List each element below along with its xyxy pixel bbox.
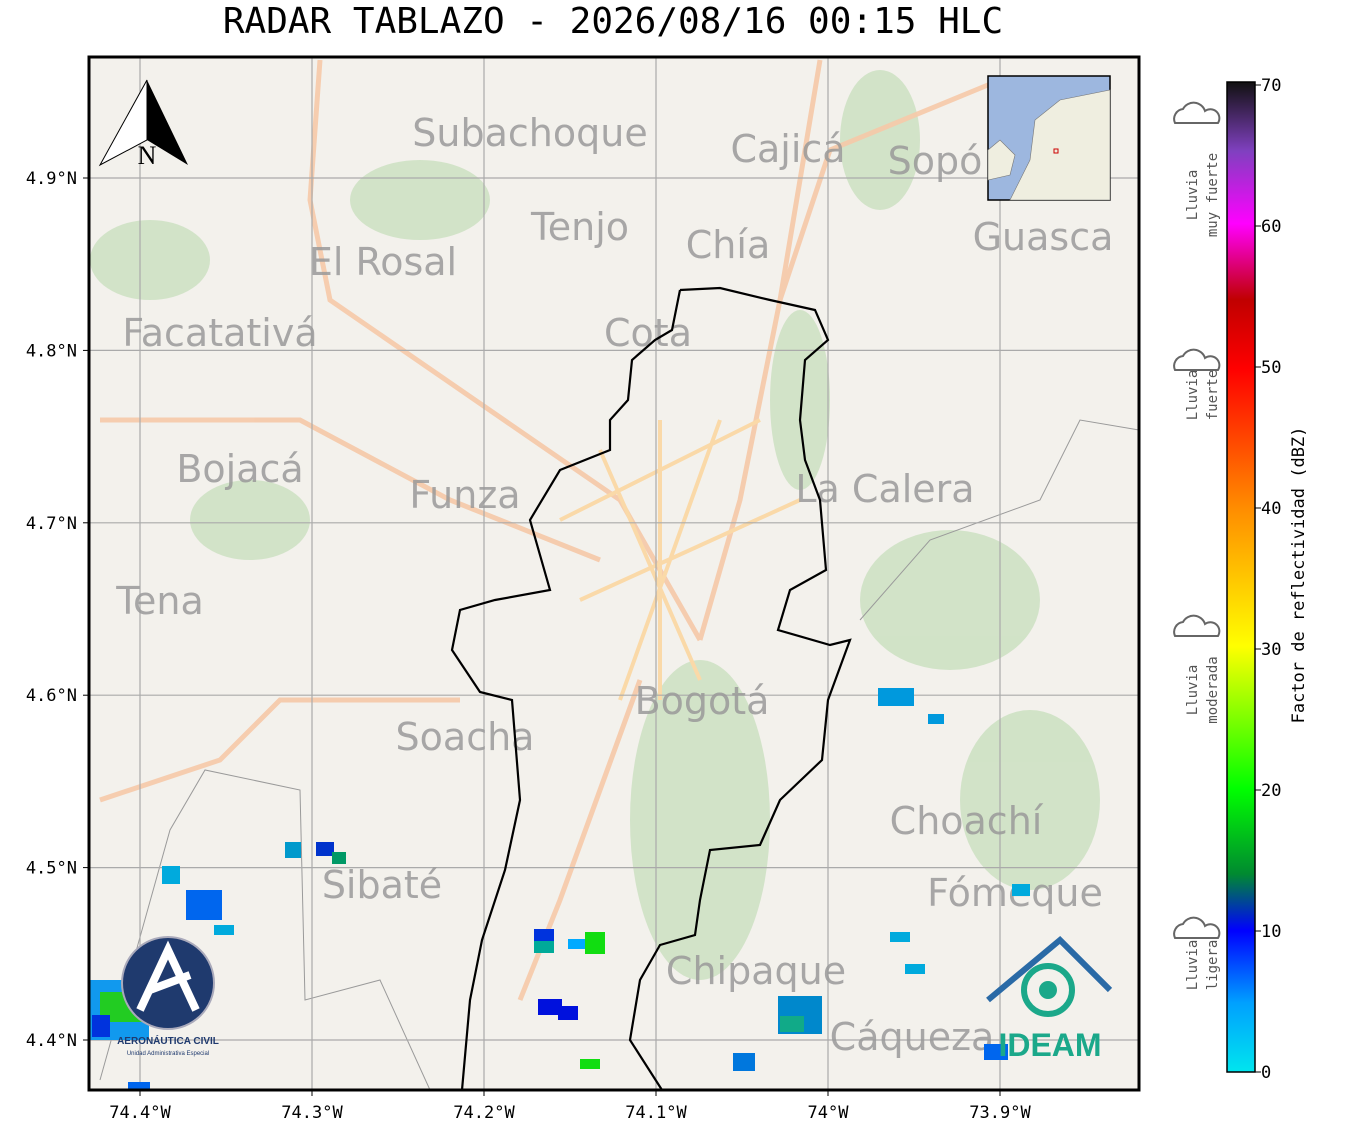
- ideam-label: IDEAM: [998, 1027, 1101, 1063]
- place-label: Cota: [604, 311, 692, 355]
- cloud-icon: [1173, 614, 1221, 637]
- lat-tick-label: 4.8°N: [26, 341, 77, 361]
- cloud-icon: [1173, 348, 1221, 371]
- title: RADAR TABLAZO - 2026/08/16 00:15 HLC: [223, 1, 1003, 42]
- place-label: Funza: [409, 473, 520, 517]
- place-label: Guasca: [973, 215, 1114, 259]
- place-label: Cajicá: [730, 127, 845, 171]
- lon-tick-label: 74.2°W: [453, 1103, 515, 1123]
- rain-category: muy fuerte: [1205, 153, 1221, 237]
- place-label: Chía: [686, 223, 770, 267]
- place-label: Chipaque: [666, 949, 846, 993]
- place-label: Bojacá: [176, 447, 303, 491]
- colorbar-tick-label: 10: [1261, 922, 1281, 942]
- place-label: Cáqueza: [830, 1015, 995, 1059]
- lat-tick-label: 4.4°N: [26, 1031, 77, 1051]
- place-label: Tenjo: [530, 205, 629, 249]
- colorbar-tick-label: 50: [1261, 358, 1281, 378]
- place-label: El Rosal: [309, 240, 457, 284]
- lat-tick-label: 4.5°N: [26, 859, 77, 879]
- aerocivil-logo: AERONÁUTICA CIVIL Unidad Administrativa …: [117, 936, 219, 1057]
- colorbar-tick-label: 0: [1261, 1063, 1271, 1083]
- rain-category: Lluvia: [1185, 665, 1201, 716]
- place-label: Facatativá: [122, 311, 317, 355]
- rain-category: moderada: [1205, 656, 1221, 723]
- rain-category: Lluvia: [1185, 370, 1201, 421]
- cloud-icon: [1173, 101, 1221, 124]
- colorbar-label: Factor de reflectividad (dBZ): [1289, 427, 1309, 724]
- rain-category: Lluvia: [1185, 940, 1201, 991]
- colorbar-tick-label: 70: [1261, 76, 1281, 96]
- colorbar: [1226, 81, 1256, 1073]
- lon-tick-label: 74.3°W: [281, 1103, 343, 1123]
- ideam-logo: IDEAM: [986, 935, 1113, 1063]
- colorbar-tick-label: 40: [1261, 499, 1281, 519]
- place-label: La Calera: [795, 467, 974, 511]
- lat-tick-label: 4.7°N: [26, 514, 77, 534]
- place-label: Subachoque: [412, 111, 647, 155]
- basemap: Subachoque Cajicá Sopó Tenjo Chía Guasca El Ro…: [89, 57, 1139, 1090]
- colorbar-tick-label: 20: [1261, 781, 1281, 801]
- colorbar-tick-label: 30: [1261, 640, 1281, 660]
- place-label: Sibaté: [322, 863, 442, 907]
- place-label: Sopó: [888, 139, 983, 183]
- place-label: Tena: [115, 579, 204, 623]
- north-arrow: N: [98, 79, 188, 170]
- inset-map: [987, 75, 1111, 201]
- rain-category: Lluvia: [1185, 170, 1201, 221]
- lat-tick-label: 4.6°N: [26, 686, 77, 706]
- lon-tick-label: 74.1°W: [625, 1103, 687, 1123]
- lon-tick-label: 74°W: [808, 1103, 850, 1123]
- lat-tick-label: 4.9°N: [26, 169, 77, 189]
- colorbar-tick-label: 60: [1261, 217, 1281, 237]
- place-label: Bogotá: [635, 679, 770, 723]
- place-label: Soacha: [396, 715, 535, 759]
- rain-category: fuerte: [1205, 370, 1221, 421]
- lon-tick-label: 73.9°W: [969, 1103, 1031, 1123]
- lon-tick-label: 74.4°W: [109, 1103, 171, 1123]
- place-label: Choachí: [890, 799, 1044, 843]
- aero-name: AERONÁUTICA CIVIL: [117, 1034, 219, 1047]
- north-label: N: [138, 141, 157, 170]
- cloud-icon: [1173, 916, 1221, 939]
- aero-sub: Unidad Administrativa Especial: [127, 1051, 209, 1057]
- map-frame: [87, 55, 1141, 1092]
- rain-category: ligera: [1205, 940, 1221, 991]
